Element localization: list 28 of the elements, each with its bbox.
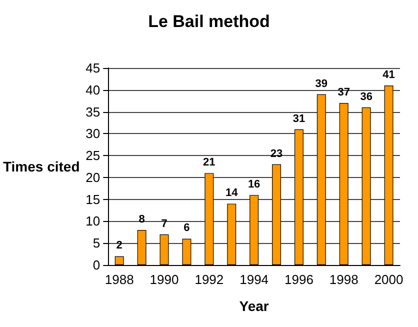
y-tick-label: 35 <box>86 104 100 120</box>
y-tick-label: 25 <box>86 148 100 164</box>
data-label: 39 <box>315 78 328 90</box>
data-label: 21 <box>203 156 216 169</box>
data-label: 41 <box>382 69 395 82</box>
x-tick-label: 1998 <box>329 272 358 287</box>
chart-title: Le Bail method <box>148 12 270 31</box>
y-tick-label: 15 <box>86 192 100 207</box>
y-tick-label: 30 <box>86 126 100 142</box>
x-tick-label: 1992 <box>194 272 224 287</box>
x-tick-label: 1994 <box>240 272 269 287</box>
y-tick-label: 45 <box>86 60 100 76</box>
y-tick-label: 20 <box>86 170 100 185</box>
x-tick-label: 1988 <box>104 272 134 287</box>
data-label: 36 <box>360 90 372 103</box>
data-label: 14 <box>225 187 239 200</box>
y-axis-title: Times cited <box>2 158 80 174</box>
data-label: 6 <box>184 222 190 234</box>
y-tick-label: 5 <box>92 236 100 251</box>
y-tick-label: 40 <box>86 82 100 98</box>
x-tick-label: 1990 <box>150 272 179 287</box>
data-label: 16 <box>248 178 260 190</box>
y-tick-label: 10 <box>86 214 100 229</box>
x-axis-title: Year <box>239 298 270 314</box>
data-label: 31 <box>292 112 306 125</box>
y-tick-label: 0 <box>92 258 100 272</box>
x-tick-label: 1996 <box>284 272 314 287</box>
x-tick-label: 2000 <box>374 272 404 287</box>
